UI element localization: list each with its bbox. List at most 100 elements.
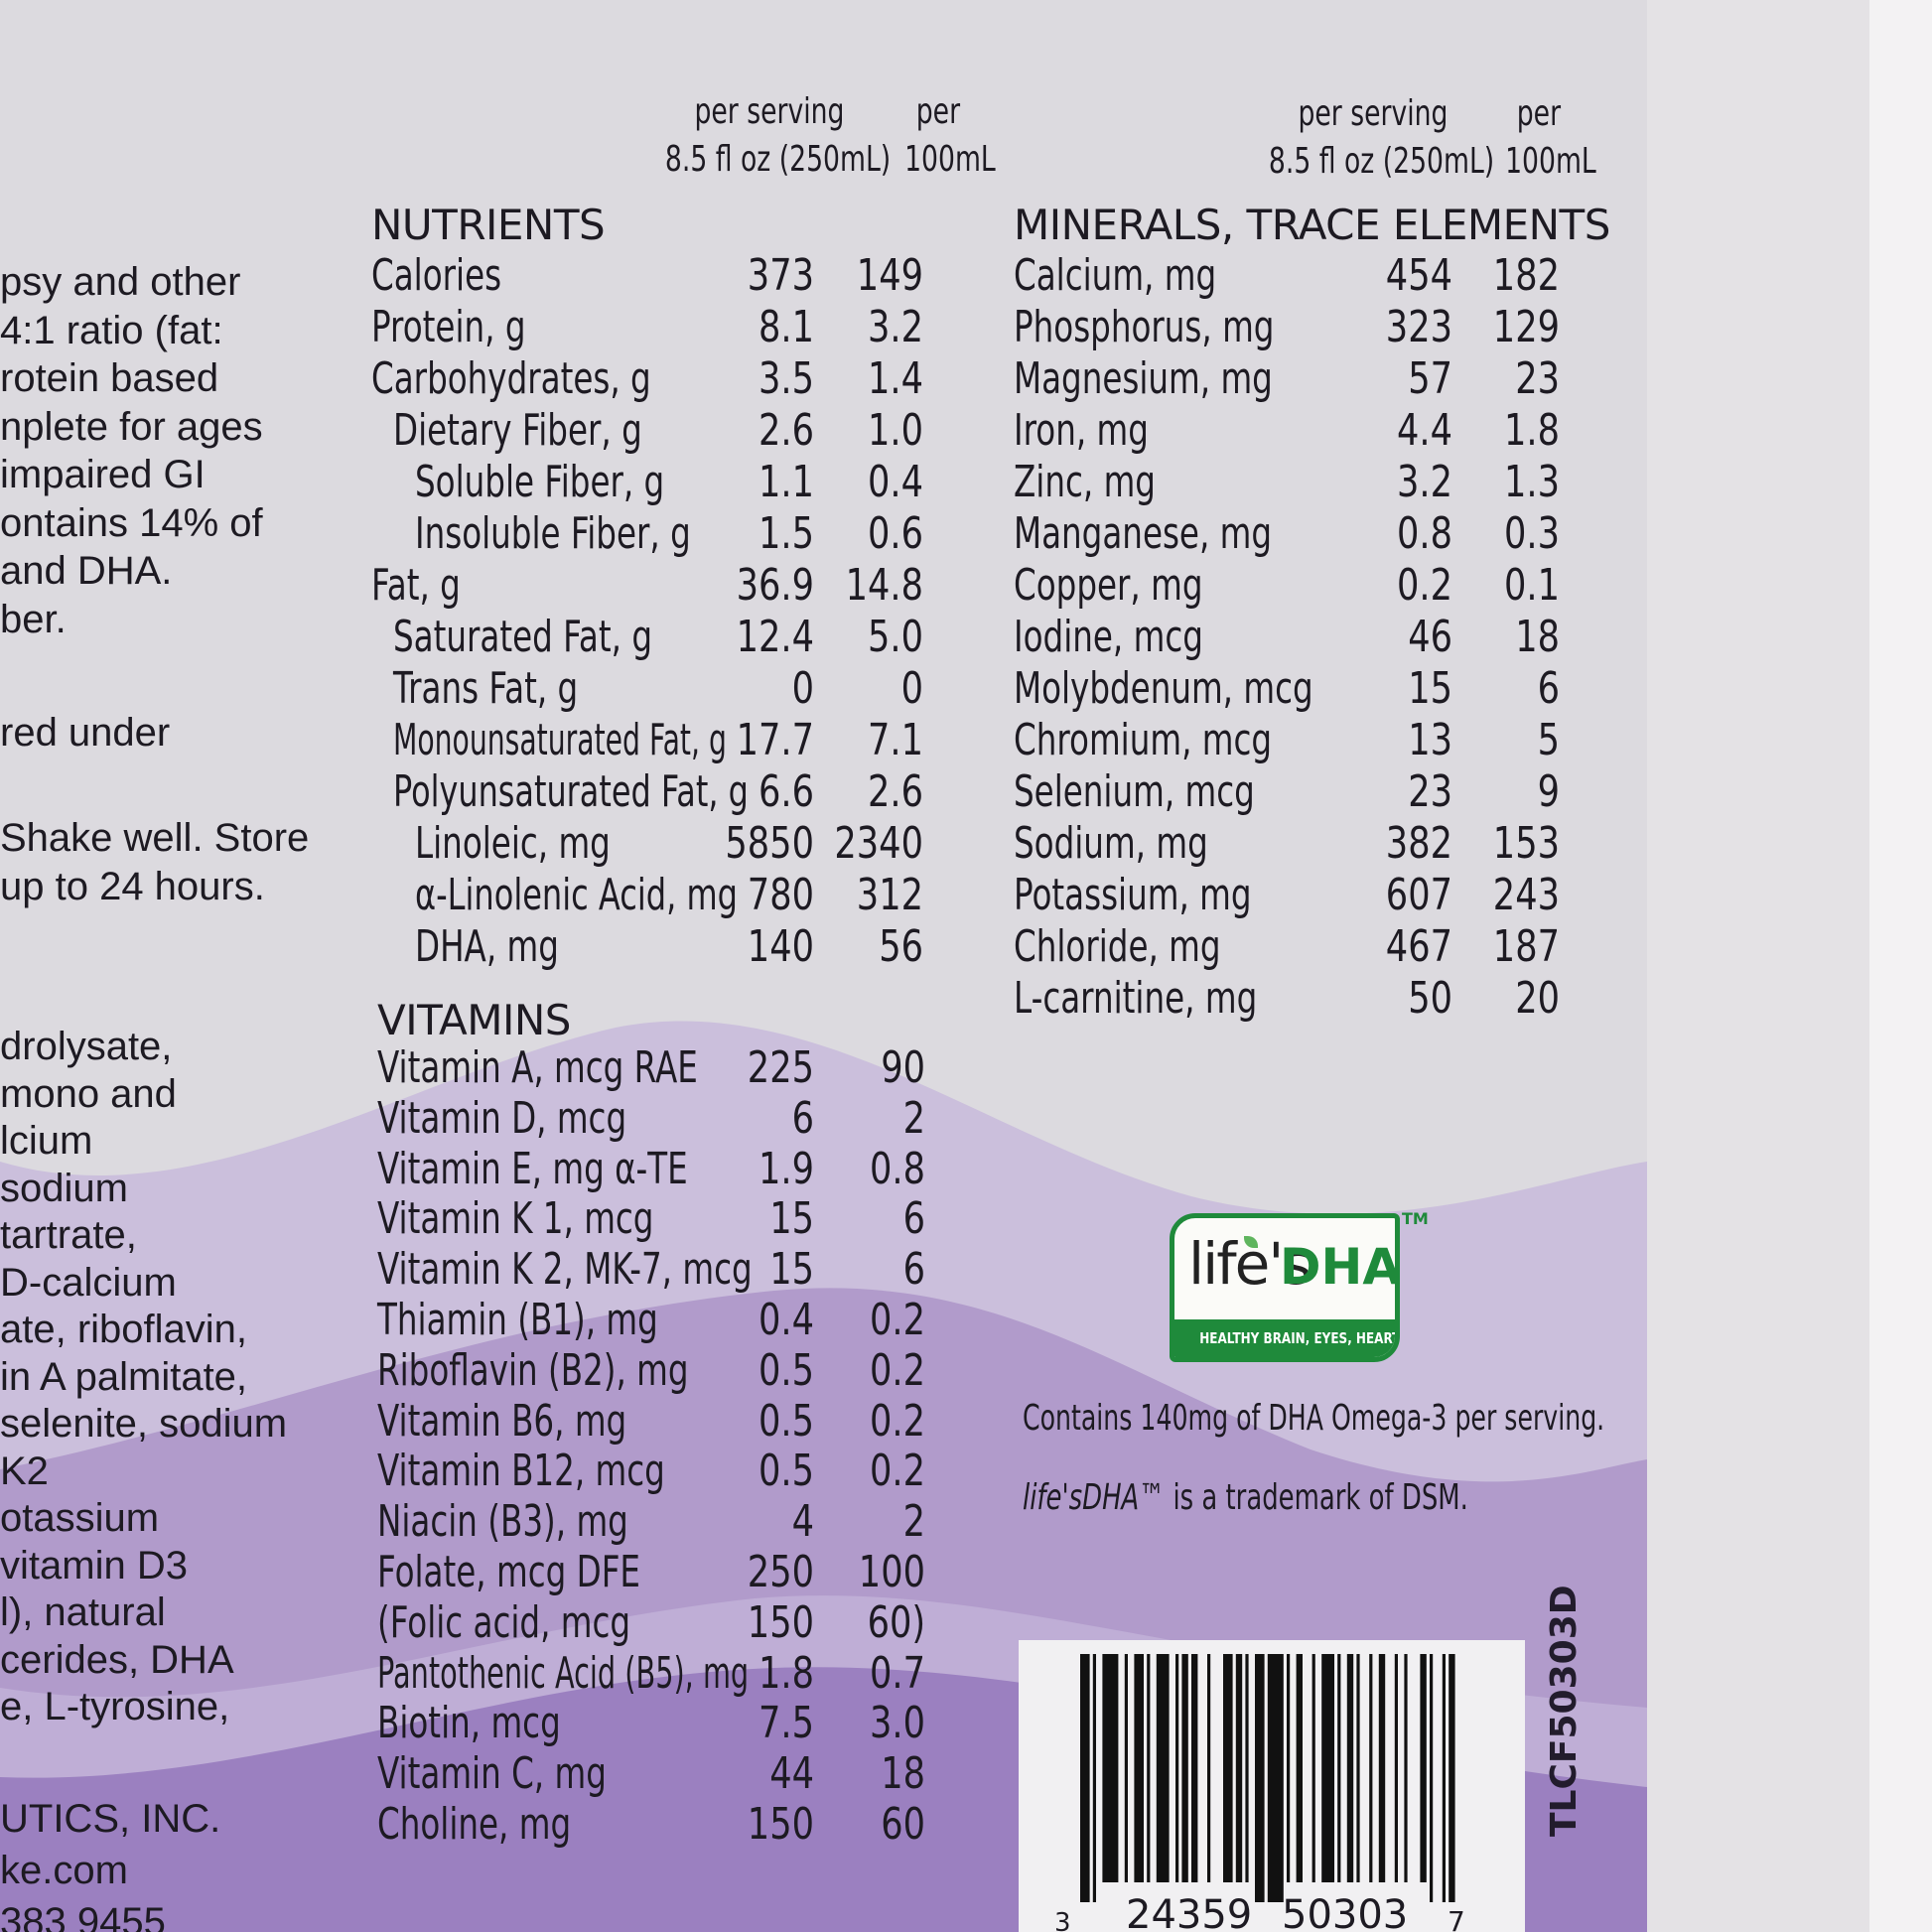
header-serving-size: 8.5 fl oz (250mL) xyxy=(625,139,913,180)
per-serving-value: 7.5 xyxy=(759,1698,814,1749)
description-line: vitamin D3 xyxy=(0,1543,188,1587)
barcode-bar xyxy=(1080,1654,1090,1902)
minerals-row: Iodine, mcg 46 18 xyxy=(1014,612,1570,663)
description-line: ke.com xyxy=(0,1849,128,1892)
logo-tagline-text: HEALTHY BRAIN, EYES, HEART xyxy=(1199,1329,1400,1347)
per-100ml-value: 0.3 xyxy=(1504,508,1560,559)
per-100ml-value: 56 xyxy=(879,921,923,972)
description-line: impaired GI xyxy=(0,453,206,496)
description-line: nplete for ages xyxy=(0,404,263,449)
per-serving-value: 780 xyxy=(747,870,814,920)
nutrient-label: Iron, mg xyxy=(1014,405,1149,456)
per-100ml-value: 5.0 xyxy=(868,612,923,662)
description-line: sodium xyxy=(0,1166,128,1210)
per-serving-value: 12.4 xyxy=(736,612,814,662)
nutrient-label: Vitamin K 1, mcg xyxy=(377,1193,654,1245)
per-100ml-value: 6 xyxy=(1537,663,1560,714)
description-line: selenite, sodium xyxy=(0,1402,288,1446)
nutrient-label: Protein, g xyxy=(371,302,526,352)
per-serving-value: 250 xyxy=(747,1547,814,1597)
vitamins-row: Pantothenic Acid (B5), mg 1.8 0.7 xyxy=(377,1648,935,1700)
per-serving-value: 1.5 xyxy=(759,508,814,559)
description-line: red under xyxy=(0,711,171,755)
nutrients-row: Polyunsaturated Fat, g 6.6 2.6 xyxy=(371,766,933,818)
dha-note-text: Contains 140mg of DHA Omega-3 per servin… xyxy=(1023,1398,1605,1439)
barcode-bar xyxy=(1245,1654,1249,1882)
per-label: per xyxy=(1516,93,1562,134)
nutrient-label: Vitamin B6, mg xyxy=(377,1395,627,1447)
per-100ml-value: 0.7 xyxy=(870,1647,925,1699)
per-serving-value: 323 xyxy=(1385,302,1452,352)
nutrient-label: Chromium, mcg xyxy=(1014,715,1273,765)
per-serving-value: 0 xyxy=(791,663,814,714)
per-100ml-value: 312 xyxy=(856,870,923,920)
nutrient-label: Biotin, mcg xyxy=(377,1698,561,1749)
carton-edge xyxy=(1647,0,1869,1932)
vitamins-heading: VITAMINS xyxy=(377,996,571,1044)
per-serving-value: 15 xyxy=(769,1244,814,1296)
nutrient-label: (Folic acid, mcg xyxy=(377,1596,631,1648)
nutrients-row: DHA, mg 140 56 xyxy=(371,921,933,973)
per-serving-value: 15 xyxy=(1408,663,1452,714)
barcode-bar xyxy=(1287,1654,1291,1882)
barcode-digits-group1: 24359 xyxy=(1126,1892,1253,1932)
nutrient-label: Monounsaturated Fat, g xyxy=(393,715,727,765)
per-serving-value: 46 xyxy=(1408,612,1452,662)
barcode-digit-left: 3 xyxy=(1054,1908,1071,1932)
nutrient-label: Copper, mg xyxy=(1014,560,1203,611)
per-serving-value: 0.5 xyxy=(759,1344,814,1396)
nutrient-label: Pantothenic Acid (B5), mg xyxy=(377,1647,750,1699)
per-100ml-value: 0.8 xyxy=(870,1143,925,1194)
per-serving-value: 0.5 xyxy=(759,1395,814,1447)
nutrient-label: α-Linolenic Acid, mg xyxy=(415,870,739,920)
nutrients-row: Fat, g 36.9 14.8 xyxy=(371,560,933,612)
minerals-row: L-carnitine, mg 50 20 xyxy=(1014,973,1570,1025)
serving-size-label: 8.5 fl oz (250mL) xyxy=(664,139,892,180)
per-serving-value: 17.7 xyxy=(736,715,814,765)
per-serving-value: 1.8 xyxy=(759,1647,814,1699)
per-100ml-value: 5 xyxy=(1537,715,1560,765)
per-100ml-value: 1.3 xyxy=(1504,457,1560,507)
nutrient-label: Linoleic, mg xyxy=(415,818,611,869)
per-100ml-value: 6 xyxy=(902,1193,925,1245)
barcode-bar xyxy=(1442,1654,1446,1902)
nutrient-label: Carbohydrates, g xyxy=(371,353,651,404)
logo-frame: life's DHA HEALTHY BRAIN, EYES, HEART xyxy=(1170,1213,1400,1362)
nutrient-label: Polyunsaturated Fat, g xyxy=(393,766,749,817)
header-per-serving-right: per serving xyxy=(1259,93,1487,134)
per-100ml-value: 0.2 xyxy=(870,1395,925,1447)
per-100ml-value: 0.4 xyxy=(868,457,923,507)
trademark-note: life'sDHA™ is a trademark of DSM. xyxy=(1023,1477,1641,1518)
minerals-row: Potassium, mg 607 243 xyxy=(1014,870,1570,921)
nutrient-label: Soluble Fiber, g xyxy=(415,457,665,507)
per-serving-value: 13 xyxy=(1408,715,1452,765)
per-serving-value: 150 xyxy=(747,1596,814,1648)
trademark-symbol: TM xyxy=(1402,1209,1429,1228)
per-serving-value: 607 xyxy=(1385,870,1452,920)
description-line: 4:1 ratio (fat: xyxy=(0,308,223,352)
logo-dha-text: DHA xyxy=(1280,1238,1400,1296)
barcode-bar xyxy=(1430,1654,1434,1902)
barcode-bar xyxy=(1404,1654,1408,1882)
per-100ml-value: 0.2 xyxy=(870,1295,925,1345)
leaf-icon xyxy=(1244,1236,1258,1248)
per-serving-label: per serving xyxy=(694,91,845,132)
barcode-bar xyxy=(1311,1654,1315,1882)
minerals-row: Copper, mg 0.2 0.1 xyxy=(1014,560,1570,612)
minerals-row: Chromium, mcg 13 5 xyxy=(1014,715,1570,766)
per-100ml-value: 0.2 xyxy=(870,1446,925,1497)
nutrient-label: Selenium, mcg xyxy=(1014,766,1255,817)
per-100ml-value: 20 xyxy=(1515,973,1560,1024)
nutrients-row: Protein, g 8.1 3.2 xyxy=(371,302,933,353)
per-100ml-value: 9 xyxy=(1537,766,1560,817)
nutrient-label: Vitamin E, mg α-TE xyxy=(377,1143,688,1194)
description-line: 383 9455 xyxy=(0,1900,166,1932)
vitamins-row: Biotin, mcg 7.5 3.0 xyxy=(377,1698,935,1749)
barcode-bar xyxy=(1394,1654,1398,1882)
barcode-bar xyxy=(1223,1654,1233,1882)
nutrient-label: Thiamin (B1), mg xyxy=(377,1295,658,1345)
trademark-brand: life'sDHA™ xyxy=(1023,1477,1166,1518)
nutrients-heading: NUTRIENTS xyxy=(371,201,606,249)
header-per-right: per xyxy=(1494,93,1584,134)
nutrient-label: Chloride, mg xyxy=(1014,921,1221,972)
